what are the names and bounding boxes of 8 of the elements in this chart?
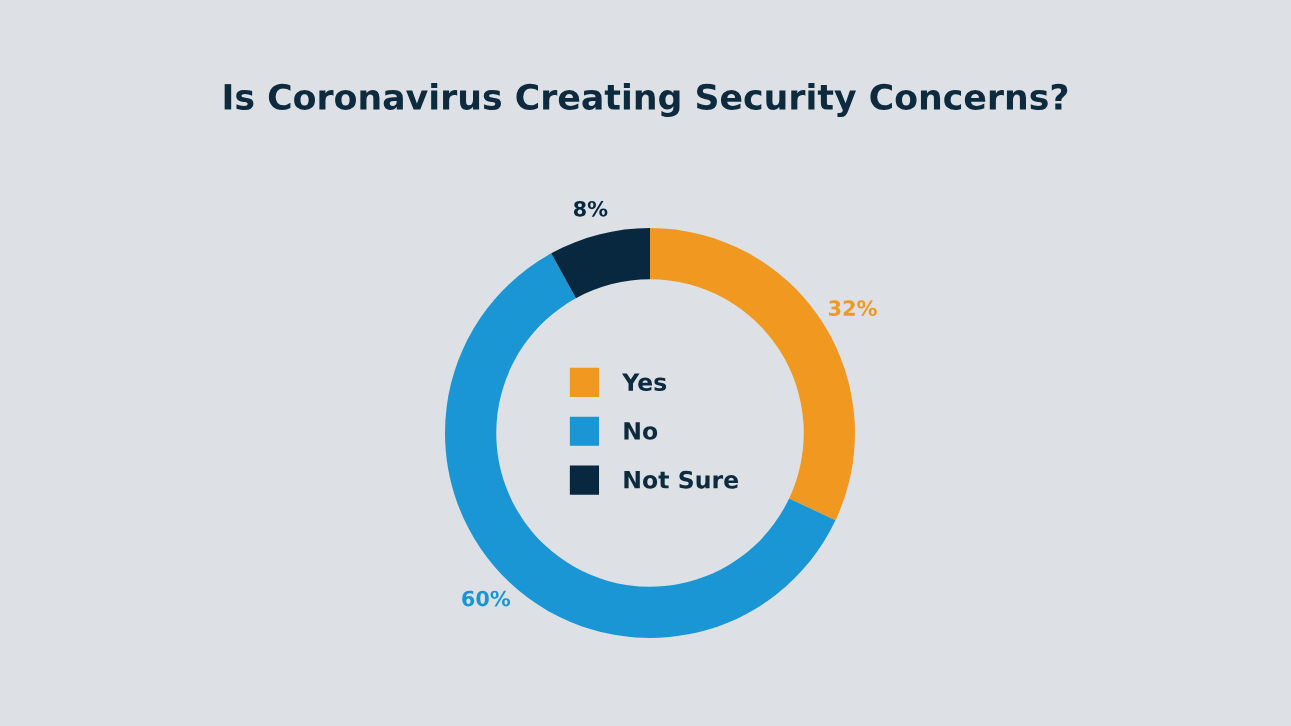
chart-title: Is Coronavirus Creating Security Concerns? xyxy=(224,83,1068,117)
data-label: 8% xyxy=(573,200,608,217)
donut-slice xyxy=(551,228,650,299)
legend-label: No xyxy=(624,422,658,440)
legend-label: Yes xyxy=(621,373,667,392)
data-label: 60% xyxy=(462,590,511,607)
data-label: 32% xyxy=(828,300,877,317)
legend-label: Not Sure xyxy=(624,470,739,489)
